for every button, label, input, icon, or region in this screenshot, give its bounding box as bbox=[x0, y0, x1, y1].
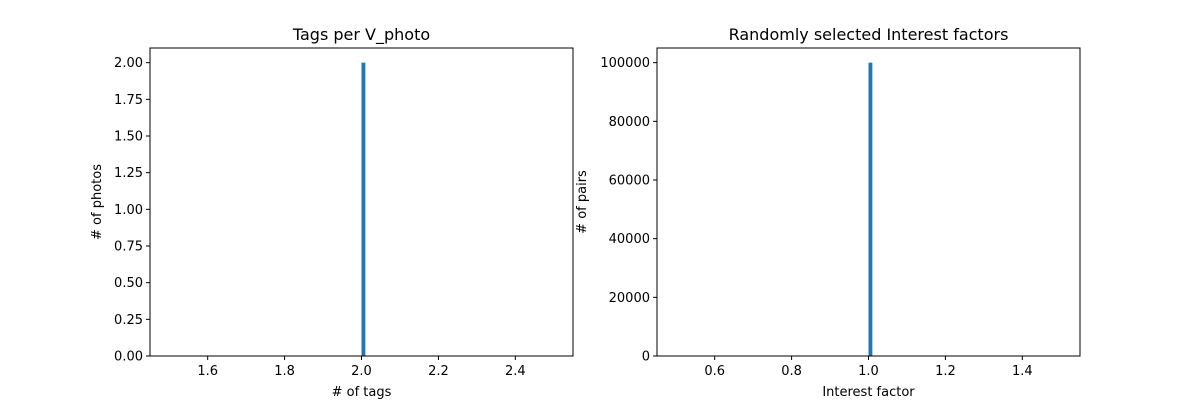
x-tick-label: 1.2 bbox=[935, 364, 956, 379]
x-tick-label: 0.8 bbox=[781, 364, 802, 379]
y-tick-label: 1.25 bbox=[114, 166, 143, 181]
x-tick-label: 2.4 bbox=[505, 364, 526, 379]
x-tick-label: 2.0 bbox=[351, 364, 372, 379]
y-tick-label: 0.25 bbox=[114, 313, 143, 328]
y-tick-label: 2.00 bbox=[114, 56, 143, 71]
subplot-interest-factors: Randomly selected Interest factors 0.6 0.… bbox=[575, 25, 1081, 400]
y-tick-label: 0.75 bbox=[114, 240, 143, 255]
y-tick-label: 20000 bbox=[609, 291, 650, 306]
x-tick-label: 1.4 bbox=[1012, 364, 1033, 379]
y-tick-label: 1.00 bbox=[114, 203, 143, 218]
y-tick-label: 80000 bbox=[609, 115, 650, 130]
chart-title: Tags per V_photo bbox=[292, 25, 430, 45]
subplot-tags-per-photo: Tags per V_photo 1.6 1.8 2.0 2.2 2.4 0.00 0.2… bbox=[90, 25, 574, 400]
histogram-bar bbox=[361, 62, 366, 357]
plot-frame bbox=[656, 47, 1081, 357]
x-tick-label: 1.8 bbox=[274, 364, 295, 379]
x-tick-label: 1.6 bbox=[197, 364, 218, 379]
x-axis-label: # of tags bbox=[332, 385, 392, 400]
plot-frame bbox=[149, 47, 574, 357]
y-tick-label: 0.50 bbox=[114, 276, 143, 291]
y-axis-label: # of pairs bbox=[575, 170, 590, 234]
y-tick-label: 100000 bbox=[600, 56, 650, 71]
y-tick-label: 40000 bbox=[609, 232, 650, 247]
y-tick-label: 60000 bbox=[609, 174, 650, 189]
x-axis-label: Interest factor bbox=[822, 385, 915, 400]
y-tick-label: 1.50 bbox=[114, 130, 143, 145]
y-tick-label: 0 bbox=[642, 350, 650, 365]
y-tick-label: 0.00 bbox=[114, 350, 143, 365]
histogram-bar bbox=[868, 62, 873, 357]
x-tick-label: 2.2 bbox=[428, 364, 449, 379]
y-axis-label: # of photos bbox=[90, 164, 105, 240]
chart-title: Randomly selected Interest factors bbox=[729, 25, 1009, 44]
y-tick-label: 1.75 bbox=[114, 93, 143, 108]
x-tick-label: 0.6 bbox=[704, 364, 725, 379]
x-tick-label: 1.0 bbox=[858, 364, 879, 379]
